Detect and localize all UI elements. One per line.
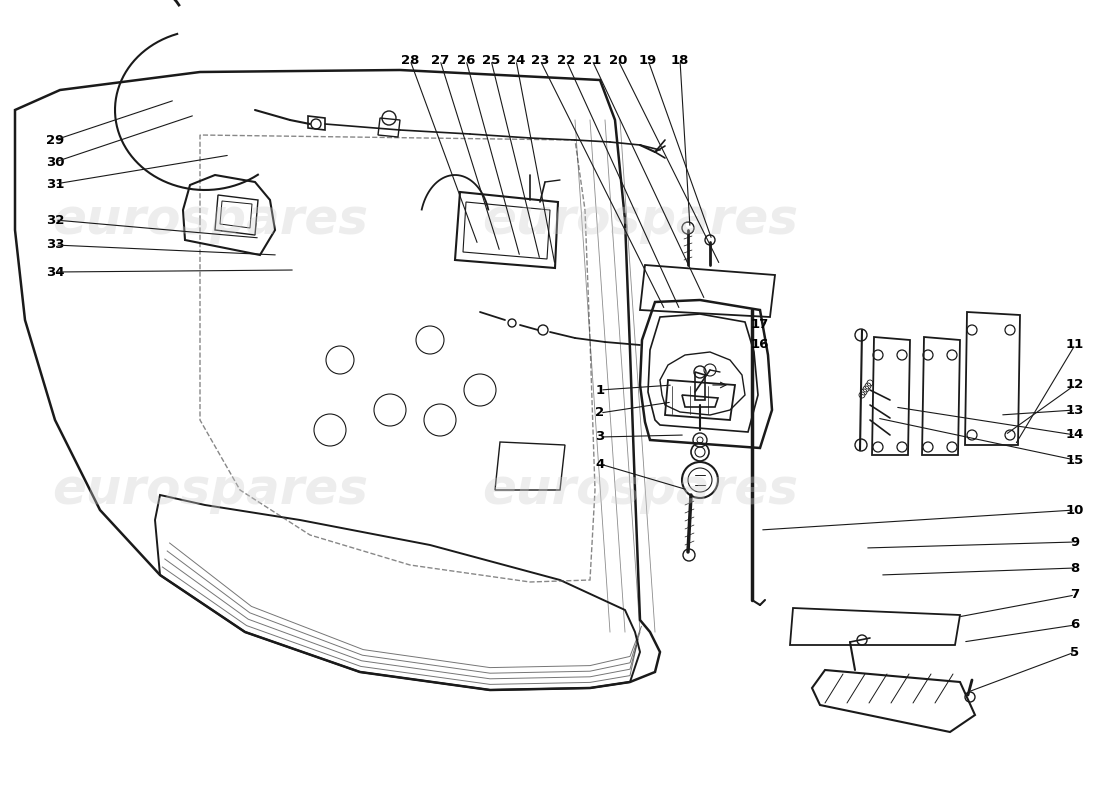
Text: 28: 28: [400, 54, 419, 66]
Text: 19: 19: [639, 54, 657, 66]
Text: 26: 26: [456, 54, 475, 66]
Text: 15: 15: [1066, 454, 1085, 466]
Text: 29: 29: [46, 134, 64, 146]
Text: 21: 21: [583, 54, 601, 66]
Text: 11: 11: [1066, 338, 1085, 351]
Text: 32: 32: [46, 214, 64, 226]
Text: 3: 3: [595, 430, 605, 443]
Text: 33: 33: [46, 238, 64, 251]
Text: 8: 8: [1070, 562, 1079, 574]
Text: 30: 30: [46, 155, 64, 169]
Text: eurospares: eurospares: [482, 466, 798, 514]
Text: 25: 25: [482, 54, 500, 66]
Text: 6: 6: [1070, 618, 1079, 631]
Text: 13: 13: [1066, 403, 1085, 417]
Text: 31: 31: [46, 178, 64, 190]
Text: 7: 7: [1070, 589, 1079, 602]
Text: 10: 10: [1066, 503, 1085, 517]
Text: 4: 4: [595, 458, 605, 470]
Text: eurospares: eurospares: [52, 466, 368, 514]
Text: 23: 23: [531, 54, 549, 66]
Text: 27: 27: [431, 54, 449, 66]
Text: 16: 16: [751, 338, 769, 351]
Text: 17: 17: [751, 318, 769, 331]
Text: 14: 14: [1066, 429, 1085, 442]
Text: 22: 22: [557, 54, 575, 66]
Text: eurospares: eurospares: [52, 196, 368, 244]
Text: 5: 5: [1070, 646, 1079, 658]
Text: 1: 1: [595, 383, 605, 397]
Text: 9: 9: [1070, 535, 1079, 549]
Text: eurospares: eurospares: [482, 196, 798, 244]
Text: 12: 12: [1066, 378, 1085, 391]
Text: 2: 2: [595, 406, 605, 419]
Text: 34: 34: [46, 266, 64, 278]
Text: 24: 24: [507, 54, 525, 66]
Text: 18: 18: [671, 54, 690, 66]
Text: 20: 20: [608, 54, 627, 66]
